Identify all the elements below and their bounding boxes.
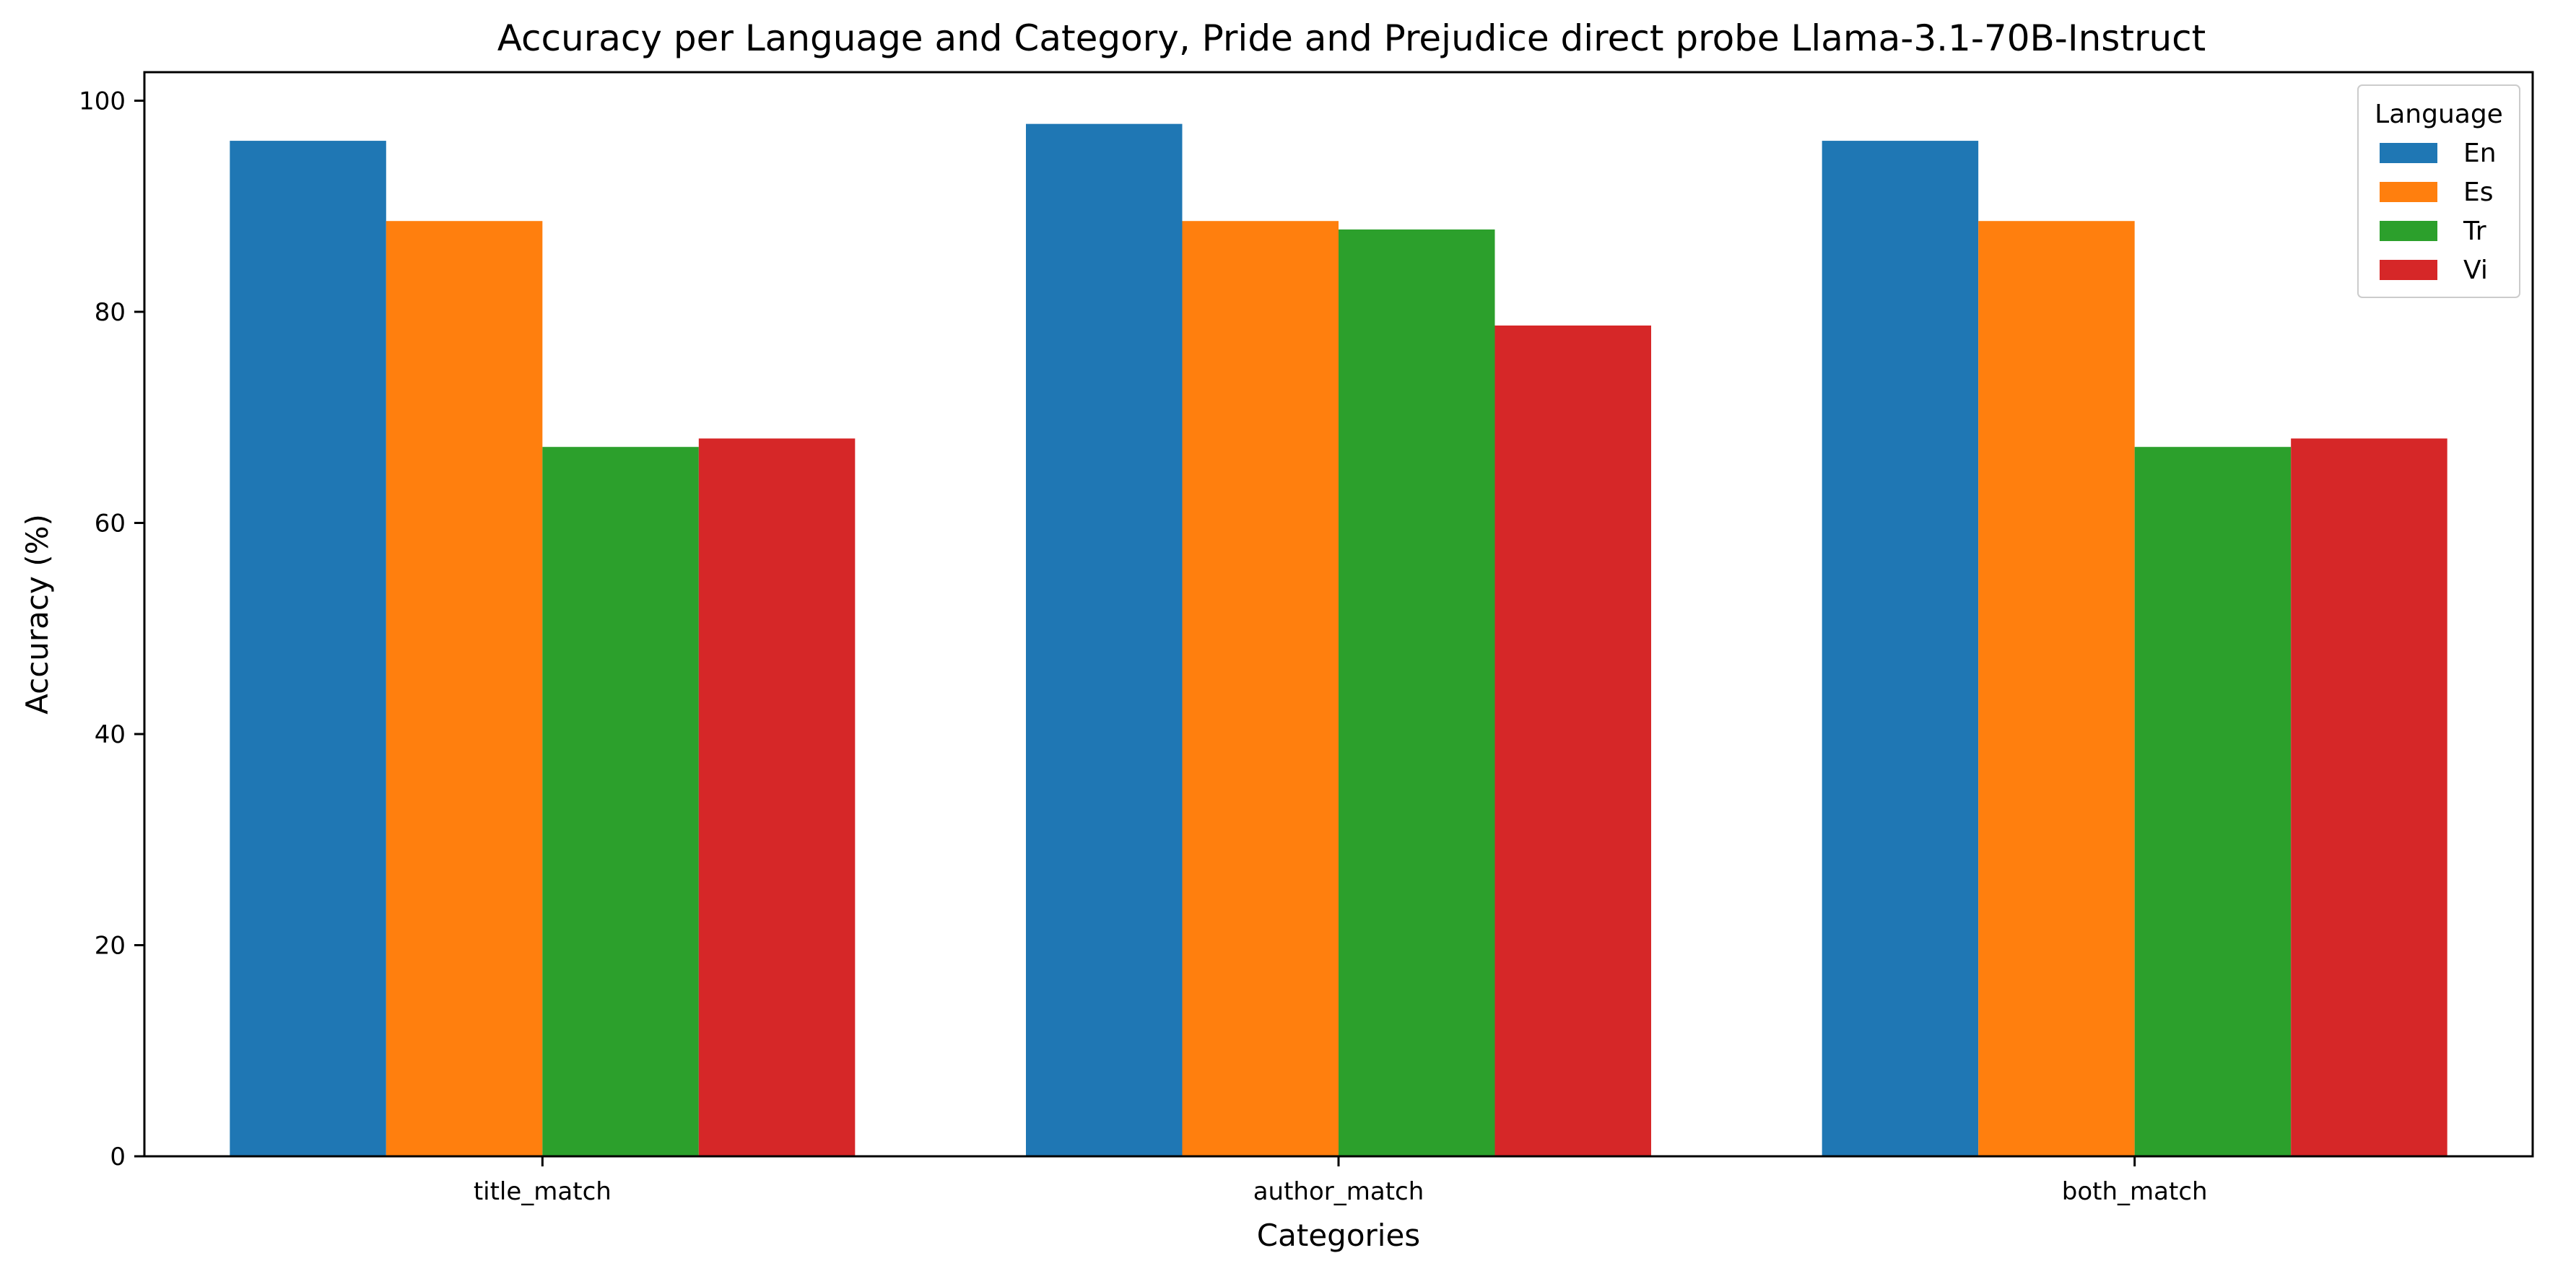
y-axis: 0 20 40 60 80 100 xyxy=(79,87,144,1171)
x-axis-label: Categories xyxy=(1257,1218,1420,1253)
bar-tr-both_match xyxy=(2134,447,2292,1156)
y-axis-label: Accuracy (%) xyxy=(19,514,55,715)
chart-title: Accuracy per Language and Category, Prid… xyxy=(497,17,2206,59)
bar-vi-author_match xyxy=(1494,326,1651,1156)
legend-title: Language xyxy=(2375,100,2503,129)
legend-box xyxy=(2357,84,2520,298)
legend-swatch-es xyxy=(2380,182,2437,202)
bar-en-author_match xyxy=(1026,123,1183,1156)
y-tick-label: 100 xyxy=(79,87,126,115)
bars-group xyxy=(230,123,2447,1157)
y-tick-label: 0 xyxy=(110,1143,126,1171)
x-axis: title_match author_match both_match xyxy=(474,1156,2208,1206)
x-tick-label-both_match: both_match xyxy=(2062,1177,2208,1206)
legend-label-es: Es xyxy=(2463,178,2494,207)
legend-swatch-en xyxy=(2380,143,2437,163)
y-tick-label: 60 xyxy=(95,509,126,538)
bar-vi-both_match xyxy=(2291,438,2447,1156)
legend-swatch-vi xyxy=(2380,260,2437,280)
bar-en-title_match xyxy=(230,141,386,1156)
y-tick-label: 40 xyxy=(95,720,126,749)
legend-label-en: En xyxy=(2463,139,2497,168)
bar-en-both_match xyxy=(1822,141,1979,1156)
legend-items: En Es Tr Vi xyxy=(2380,139,2497,285)
legend-label-tr: Tr xyxy=(2463,217,2486,246)
y-tick-label: 20 xyxy=(95,931,126,960)
bar-vi-title_match xyxy=(698,438,856,1156)
x-tick-label-title_match: title_match xyxy=(474,1177,612,1206)
bar-tr-author_match xyxy=(1339,229,1495,1156)
bar-tr-title_match xyxy=(542,447,699,1156)
bar-es-both_match xyxy=(1978,221,2135,1157)
y-tick-label: 80 xyxy=(95,298,126,327)
bar-es-title_match xyxy=(386,221,543,1157)
legend-label-vi: Vi xyxy=(2463,256,2488,285)
legend: Language En Es Tr Vi xyxy=(2357,84,2520,298)
legend-swatch-tr xyxy=(2380,221,2437,241)
bar-es-author_match xyxy=(1182,221,1339,1157)
x-tick-label-author_match: author_match xyxy=(1253,1177,1424,1206)
